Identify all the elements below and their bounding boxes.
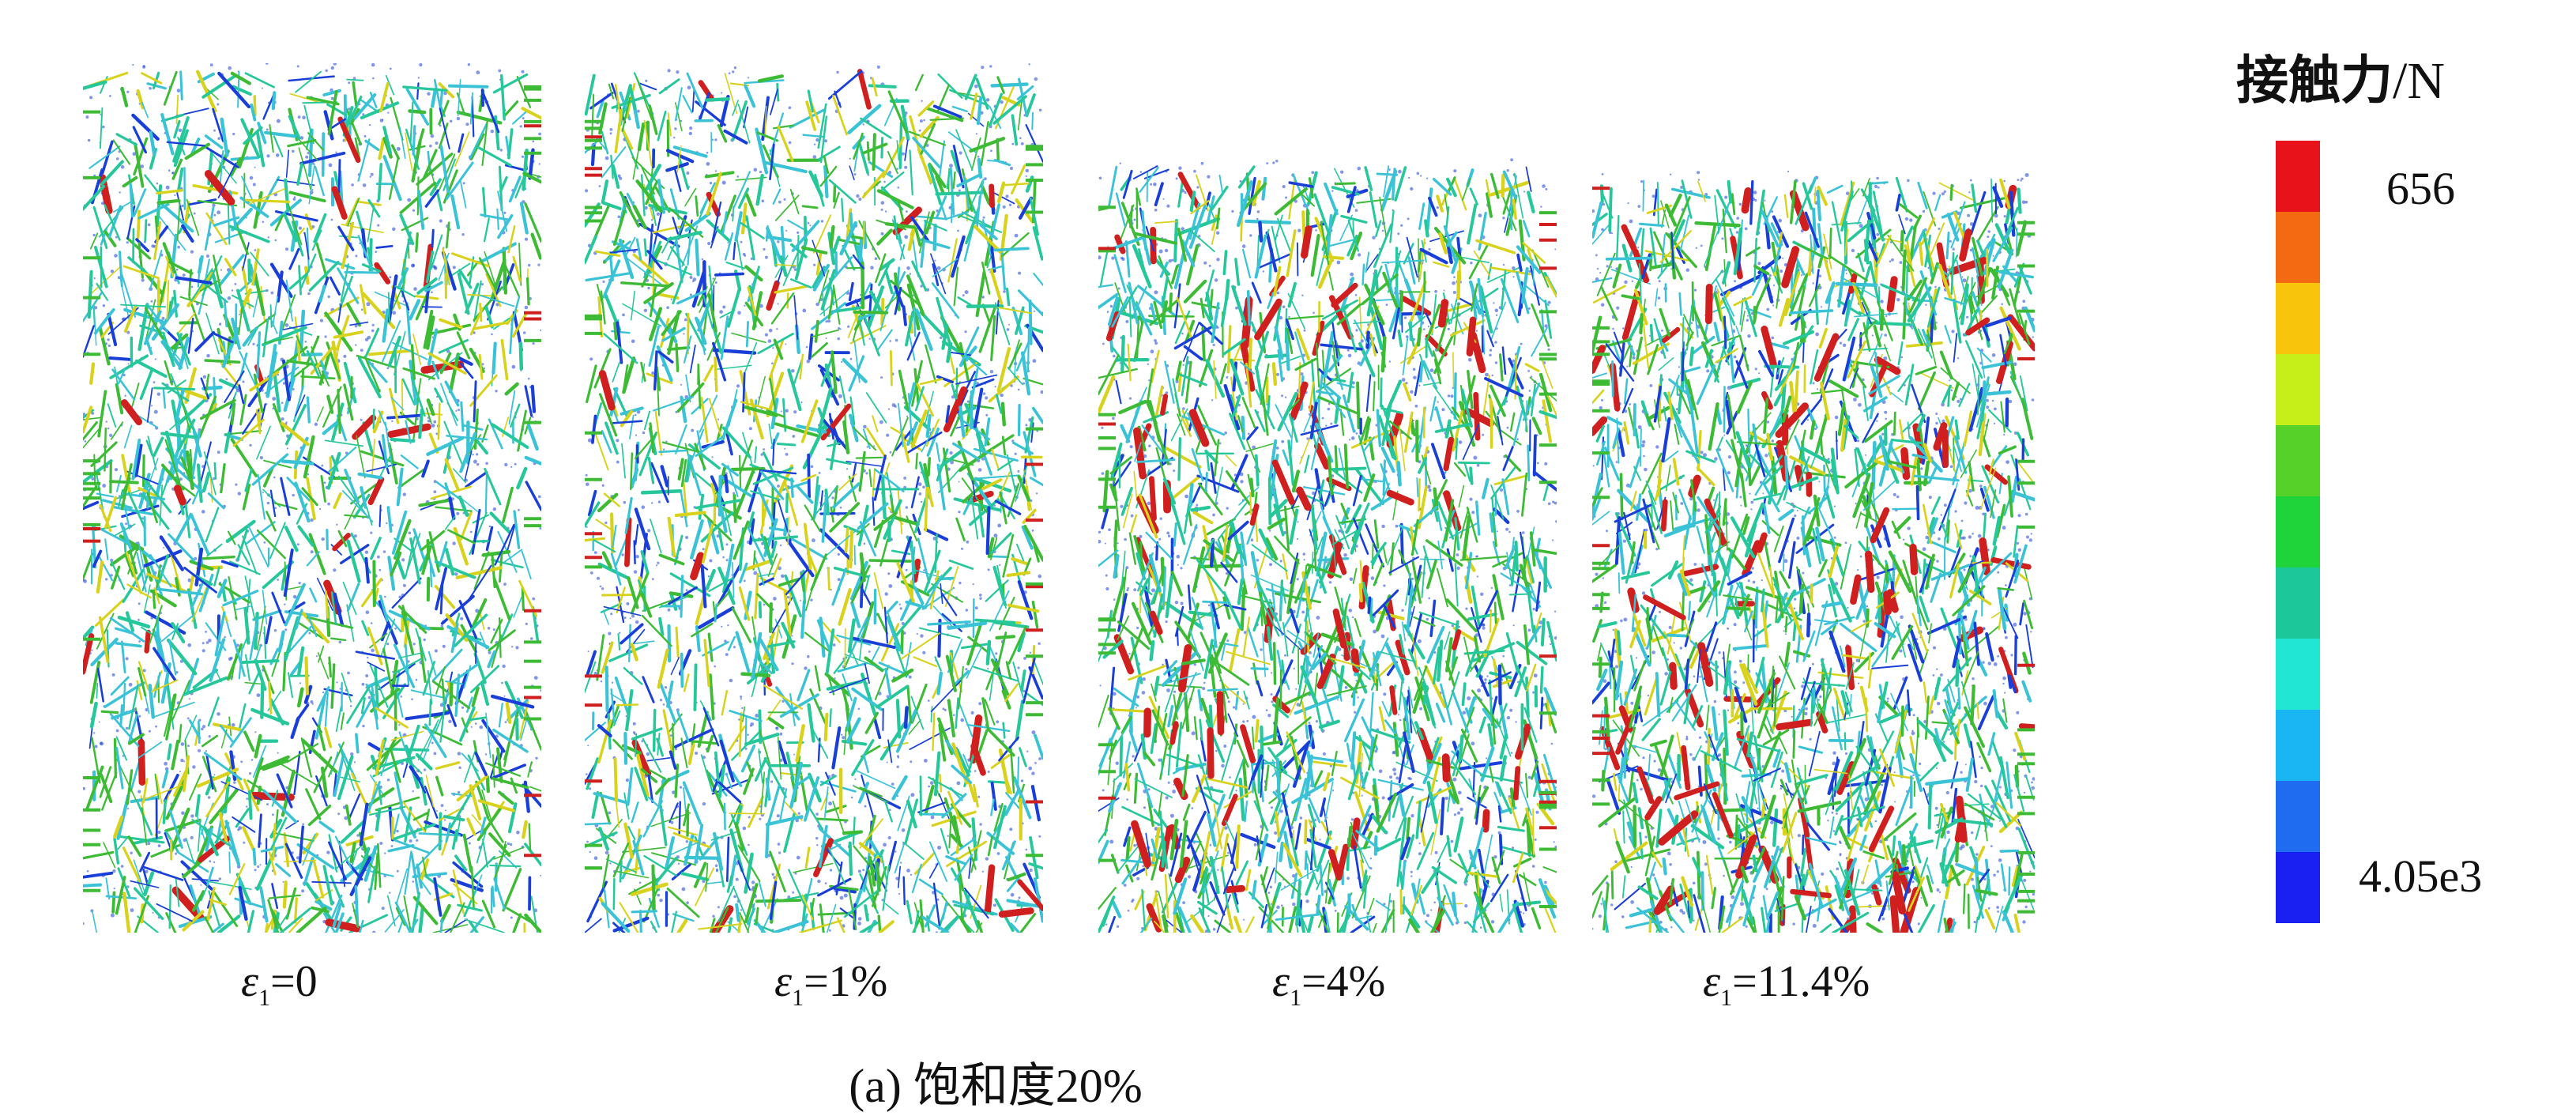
color-scale-swatch bbox=[2276, 212, 2320, 283]
figure-caption: (a) 饱和度20% bbox=[0, 1047, 1991, 1116]
strain-value: =4% bbox=[1301, 957, 1385, 1006]
color-scale-swatch bbox=[2276, 354, 2320, 425]
contact-force-chains bbox=[1098, 158, 1557, 933]
epsilon-symbol: ε bbox=[1272, 957, 1290, 1006]
color-scale-swatch bbox=[2276, 781, 2320, 852]
force-chain-network-strain-11-4 bbox=[1592, 170, 2035, 933]
panel-strain-11-4 bbox=[1592, 170, 2035, 933]
force-chain-network-strain-0 bbox=[83, 63, 541, 933]
strain-value: =0 bbox=[270, 957, 318, 1006]
legend-min-label: 4.05e3 bbox=[2359, 850, 2482, 903]
panel-strain-4 bbox=[1098, 158, 1557, 933]
epsilon-subscript: 1 bbox=[792, 985, 804, 1011]
strain-label-11-4: ε1=11.4% bbox=[1703, 956, 1870, 1012]
color-scale-swatch bbox=[2276, 852, 2320, 923]
strain-label-4: ε1=4% bbox=[1272, 956, 1385, 1012]
color-scale-bar bbox=[2276, 141, 2320, 923]
contact-force-chains bbox=[1592, 171, 2035, 933]
force-chain-network-strain-4 bbox=[1098, 158, 1557, 933]
legend-max-label: 656 bbox=[2386, 162, 2455, 215]
epsilon-symbol: ε bbox=[241, 957, 258, 1006]
epsilon-subscript: 1 bbox=[1720, 985, 1732, 1011]
strain-value: =11.4% bbox=[1732, 957, 1870, 1006]
panel-strain-0 bbox=[83, 63, 541, 933]
color-scale-swatch bbox=[2276, 496, 2320, 567]
contact-force-chains bbox=[83, 63, 541, 933]
strain-value: =1% bbox=[804, 957, 887, 1006]
contact-force-chains bbox=[585, 63, 1043, 933]
color-scale-swatch bbox=[2276, 567, 2320, 639]
epsilon-symbol: ε bbox=[774, 957, 792, 1006]
legend-unit: /N bbox=[2393, 52, 2445, 110]
color-scale-swatch bbox=[2276, 283, 2320, 354]
epsilon-symbol: ε bbox=[1703, 957, 1720, 1006]
color-scale-swatch bbox=[2276, 425, 2320, 496]
color-scale-swatch bbox=[2276, 141, 2320, 212]
epsilon-subscript: 1 bbox=[1290, 985, 1301, 1011]
panel-strain-1 bbox=[585, 63, 1043, 933]
color-scale-swatch bbox=[2276, 639, 2320, 710]
legend-title: 接触力/N bbox=[2236, 38, 2445, 114]
force-chain-network-strain-1 bbox=[585, 63, 1043, 933]
legend-title-text: 接触力 bbox=[2236, 50, 2393, 111]
color-scale-swatch bbox=[2276, 710, 2320, 781]
strain-label-1: ε1=1% bbox=[774, 956, 887, 1012]
strain-label-0: ε1=0 bbox=[241, 956, 318, 1012]
epsilon-subscript: 1 bbox=[258, 985, 270, 1011]
